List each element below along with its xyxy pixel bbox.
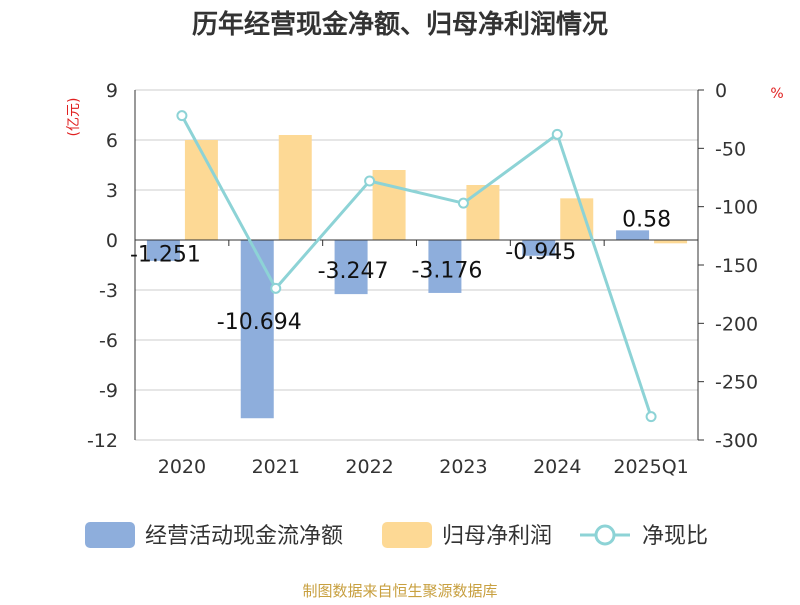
bar-net-profit-2023[interactable] <box>466 185 500 240</box>
bar-cashflow-2021[interactable] <box>240 240 274 419</box>
right-tick-label: -150 <box>715 255 758 277</box>
legend-swatch-net-profit <box>382 522 432 548</box>
bar-net-profit-2024[interactable] <box>560 198 594 240</box>
axes: 9 6 3 0 -3 -6 -9 -12 0 -50 -100 -150 -200 -250 -300 202… <box>87 80 758 478</box>
right-axis-unit-label: % <box>770 86 783 102</box>
left-tick-label: 0 <box>106 230 118 252</box>
right-tick-label: 0 <box>715 80 727 102</box>
bar-cashflow-2023[interactable] <box>428 240 462 293</box>
x-tick-label: 2023 <box>439 456 487 478</box>
legend-item-cashflow[interactable]: 经营活动现金流净额 <box>85 522 343 549</box>
x-tick-label: 2022 <box>345 456 393 478</box>
left-tick-label: -12 <box>87 430 118 452</box>
legend-label-net-profit: 归母净利润 <box>442 524 552 549</box>
ratio-point-2022[interactable] <box>364 175 376 187</box>
right-tick-label: -100 <box>715 197 758 219</box>
data-label-cashflow-2021: -10.694 <box>217 310 302 335</box>
left-axis-unit-label: (亿元) <box>66 98 82 137</box>
ratio-point-2024[interactable] <box>551 128 563 140</box>
bar-cashflow-2025Q1[interactable] <box>616 230 650 240</box>
ratio-point-2021[interactable] <box>270 282 282 294</box>
left-tick-label: 6 <box>106 130 118 152</box>
left-tick-label: 9 <box>106 80 118 102</box>
bar-cashflow-2020[interactable] <box>146 240 180 261</box>
left-tick-label: -6 <box>99 330 118 352</box>
ratio-point-2025Q1[interactable] <box>645 411 657 423</box>
data-label-cashflow-2022: -3.247 <box>318 259 389 284</box>
left-tick-label: 3 <box>106 180 118 202</box>
x-tick-label: 2021 <box>252 456 300 478</box>
legend-marker-ratio <box>594 524 616 546</box>
legend-item-ratio[interactable]: 净现比 <box>580 524 708 549</box>
data-labels: -1.251 -10.694 -3.247 -3.176 -0.945 0.58 <box>130 207 671 335</box>
right-tick-label: -50 <box>715 138 746 160</box>
left-tick-label: -9 <box>99 380 118 402</box>
legend-label-cashflow: 经营活动现金流净额 <box>145 524 343 549</box>
bar-net-profit-2021[interactable] <box>278 135 312 240</box>
ratio-point-2023[interactable] <box>457 197 469 209</box>
data-label-cashflow-2024: -0.945 <box>505 240 576 265</box>
bar-net-profit-2020[interactable] <box>184 140 218 240</box>
right-tick-label: -300 <box>715 430 758 452</box>
legend-swatch-cashflow <box>85 522 135 548</box>
legend: 经营活动现金流净额 归母净利润 净现比 <box>85 522 708 549</box>
bar-cashflow-2024[interactable] <box>522 240 556 256</box>
right-tick-label: -200 <box>715 313 758 335</box>
bar-net-profit-2025Q1[interactable] <box>654 240 688 244</box>
legend-item-net-profit[interactable]: 归母净利润 <box>382 522 552 549</box>
ratio-line <box>180 114 653 418</box>
x-tick-label: 2025Q1 <box>613 456 688 478</box>
bars <box>146 135 688 419</box>
x-tick-label: 2020 <box>158 456 206 478</box>
data-label-cashflow-2020: -1.251 <box>130 242 201 267</box>
data-label-cashflow-2025Q1: 0.58 <box>622 207 671 232</box>
x-tick-label: 2024 <box>533 456 581 478</box>
left-tick-label: -3 <box>99 280 118 302</box>
data-label-cashflow-2023: -3.176 <box>411 258 482 283</box>
bar-net-profit-2022[interactable] <box>372 170 406 240</box>
bar-cashflow-2022[interactable] <box>334 240 368 295</box>
source-note: 制图数据来自恒生聚源数据库 <box>302 582 497 600</box>
right-tick-label: -250 <box>715 372 758 394</box>
ratio-line-series <box>176 110 657 423</box>
ratio-point-2020[interactable] <box>176 110 188 122</box>
chart-title: 历年经营现金净额、归母净利润情况 <box>192 9 608 40</box>
legend-label-ratio: 净现比 <box>642 524 708 549</box>
